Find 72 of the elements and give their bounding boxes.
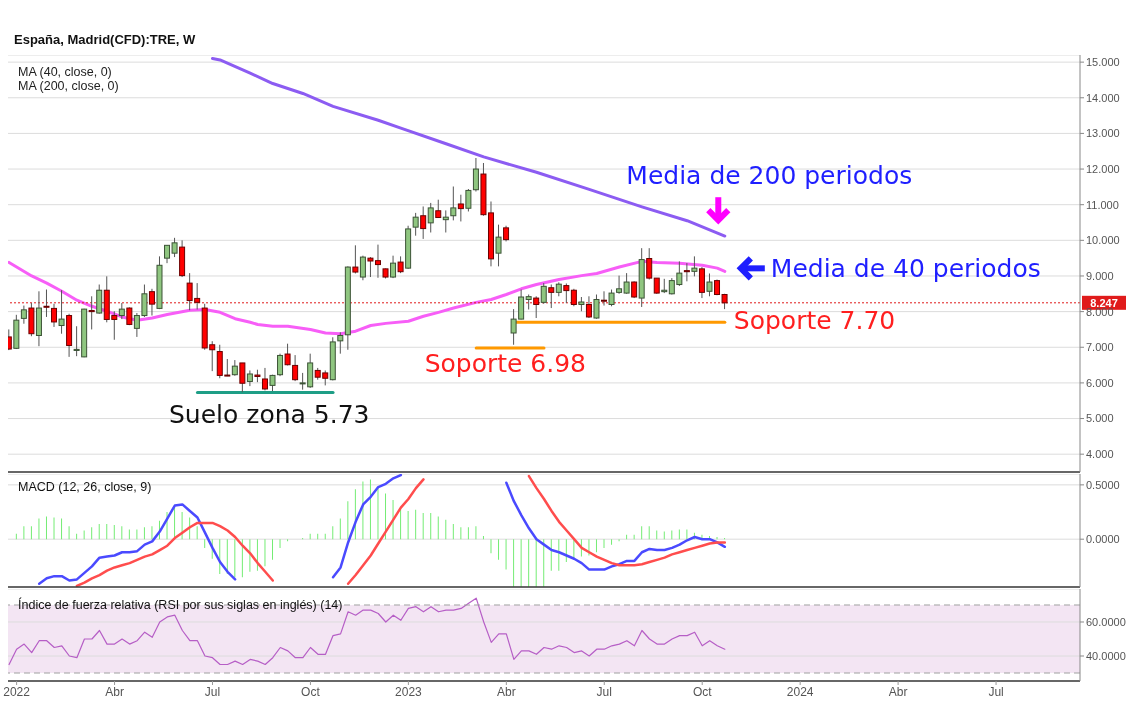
x-tick-label: Jul (596, 684, 612, 699)
candlestick (51, 303, 58, 328)
candlestick (148, 288, 155, 317)
y-tick-label: 40.0000 (1086, 649, 1126, 662)
annotation: Media de 200 periodos (626, 160, 913, 190)
candlestick (601, 290, 608, 307)
candlestick (691, 255, 698, 277)
y-tick-label: 12.000 (1086, 162, 1120, 175)
x-tick-label: Oct (692, 684, 713, 699)
candlestick (457, 194, 464, 222)
candlestick (472, 157, 479, 193)
x-tick-label: Jul (204, 684, 221, 699)
candlestick (706, 272, 713, 297)
candlestick (548, 284, 555, 309)
y-tick-label: 60.0000 (1086, 615, 1126, 628)
candlestick (20, 305, 27, 325)
candlestick (239, 362, 246, 393)
y-tick-label: 7.000 (1086, 341, 1114, 354)
y-tick-label: 15.000 (1086, 56, 1120, 69)
annotation: Soporte 6.98 (424, 349, 587, 379)
candlestick (563, 282, 570, 304)
y-tick-label: 9.000 (1086, 269, 1114, 282)
candlestick (427, 202, 434, 233)
candlestick (359, 255, 366, 281)
chart-title: España, Madrid(CFD):TRE, W (14, 32, 196, 48)
candlestick (43, 289, 50, 318)
candlestick (412, 212, 419, 237)
line-series (8, 597, 726, 666)
candlestick (683, 262, 690, 282)
annotation: MA (200, close, 0) (18, 79, 119, 93)
x-tick-label: Abr (888, 684, 908, 699)
candlestick (277, 353, 284, 377)
x-tick-label: Abr (105, 684, 124, 699)
candlestick (698, 266, 705, 299)
y-tick-label: 0.0000 (1086, 533, 1120, 546)
candlestick (646, 247, 653, 281)
candlestick (495, 224, 502, 267)
y-tick-label: 0.5000 (1086, 478, 1120, 491)
y-tick-label: 5.000 (1086, 412, 1114, 425)
text: MACD (12, 26, close, 9) (18, 479, 152, 495)
x-tick-label: Jul (988, 684, 1004, 699)
candlestick (58, 289, 65, 335)
annotation: MA (40, close, 0) (18, 65, 112, 79)
x-tick-label: 2022 (3, 684, 31, 699)
candlestick (533, 295, 540, 319)
x-tick-label: 2024 (786, 684, 814, 699)
y-tick-label: 10.000 (1086, 234, 1120, 247)
y-tick-label: 13.000 (1086, 127, 1120, 140)
candlestick (435, 199, 442, 219)
annotation: Suelo zona 5.73 (168, 400, 370, 430)
candlestick (593, 294, 600, 320)
y-tick-label: 6.000 (1086, 376, 1114, 389)
candlestick (292, 354, 299, 382)
candlestick (337, 331, 344, 355)
annotation: Soporte 7.70 (733, 305, 896, 335)
candlestick (88, 295, 95, 330)
candlestick (442, 209, 449, 233)
candlestick (450, 186, 457, 221)
x-tick-label: 2023 (395, 684, 423, 699)
candlestick (420, 205, 427, 240)
candlestick (465, 188, 472, 212)
annotation: Media de 40 periodos (770, 253, 1041, 283)
y-tick-label: 4.000 (1086, 448, 1114, 461)
candlestick (352, 244, 359, 274)
x-tick-label: Oct (301, 684, 321, 699)
candlestick (96, 284, 103, 315)
candlestick (540, 282, 547, 305)
y-tick-label: 11.000 (1086, 198, 1119, 211)
text: Índice de fuerza relativa (RSI por sus siglas en inglés) (14) (18, 597, 343, 613)
x-tick-label: Abr (496, 684, 516, 699)
y-tick-label: 14.000 (1086, 91, 1120, 104)
ref-line-label: 8.247 (1090, 296, 1118, 309)
